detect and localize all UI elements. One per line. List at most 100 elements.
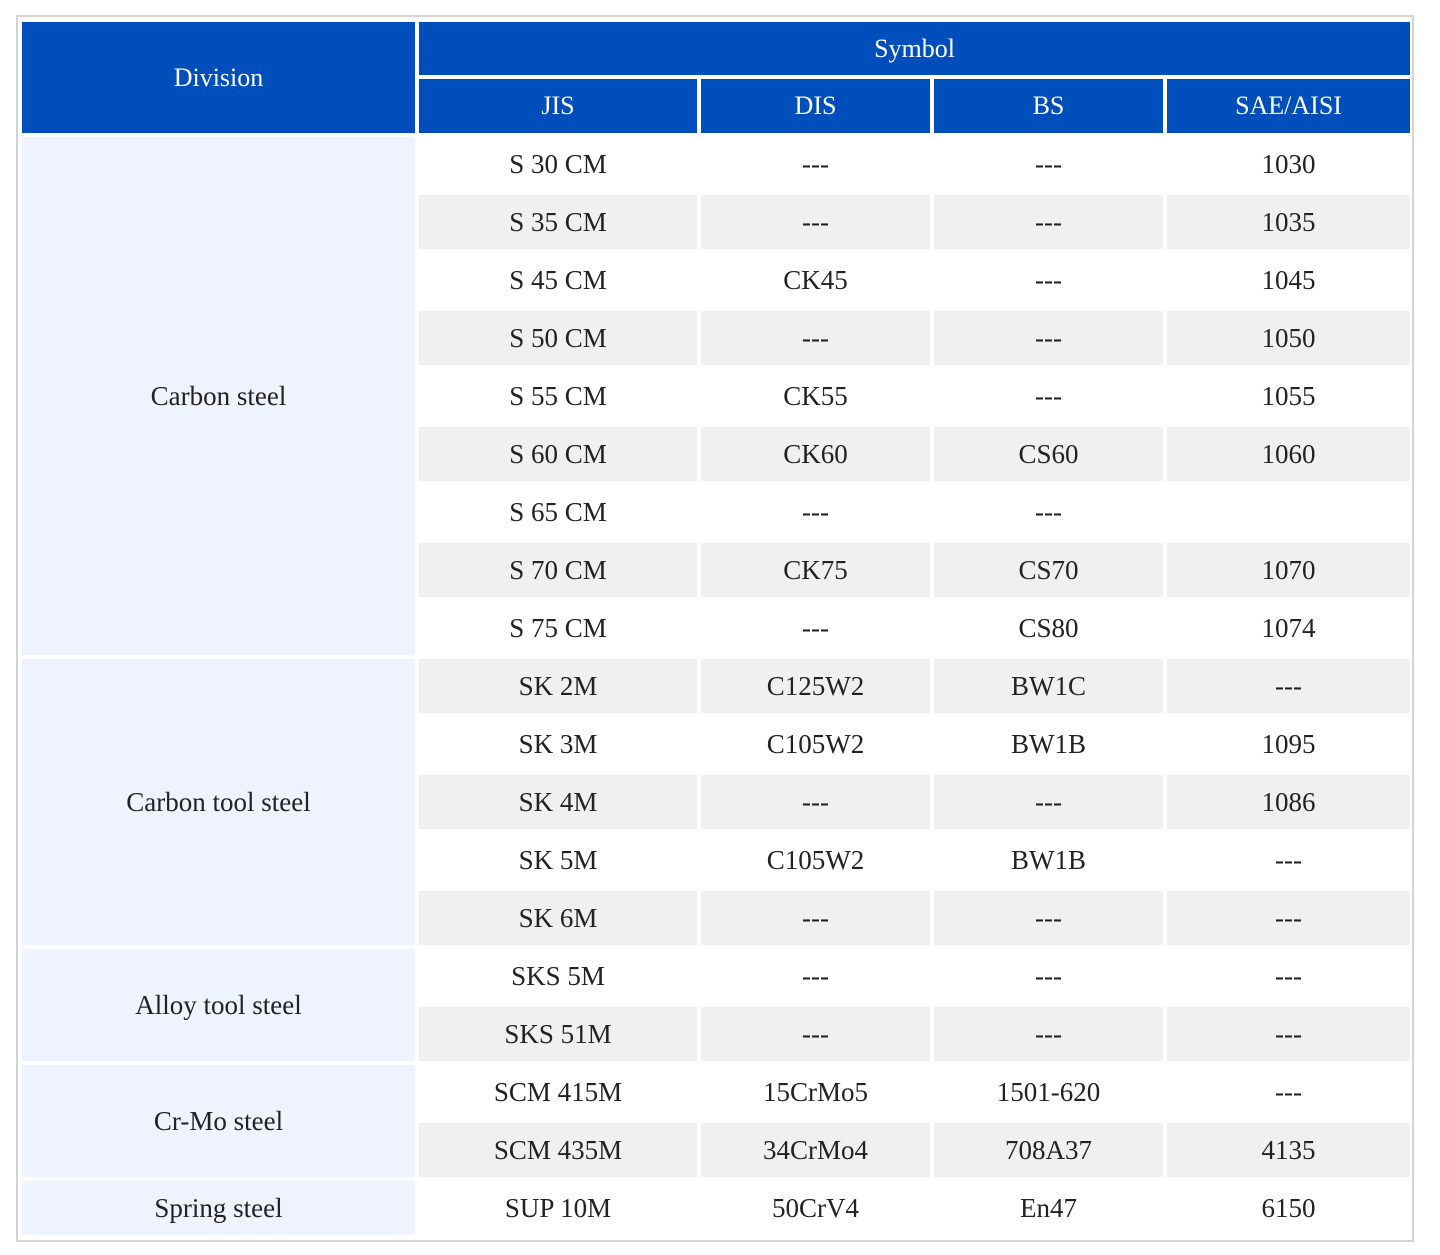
bs-cell: --- <box>934 137 1163 191</box>
division-cell: Carbon steel <box>22 137 415 655</box>
bs-cell: --- <box>934 891 1163 945</box>
dis-cell: 50CrV4 <box>701 1181 930 1235</box>
dis-cell: --- <box>701 601 930 655</box>
table-row: S 35 CM --- --- 1035 <box>22 195 1411 249</box>
sae-aisi-cell <box>1167 485 1411 539</box>
jis-cell: SK 3M <box>419 717 697 771</box>
table-row: Carbon steel S 30 CM --- --- 1030 <box>22 137 1411 655</box>
bs-cell: --- <box>934 949 1163 1003</box>
table-row: Spring steel SUP 10M 50CrV4 En47 6150 <box>22 1181 1411 1235</box>
bs-cell: --- <box>934 311 1163 365</box>
dis-cell: CK45 <box>701 253 930 307</box>
dis-cell: C105W2 <box>701 833 930 887</box>
bs-cell: --- <box>934 775 1163 829</box>
dis-cell: 15CrMo5 <box>701 1065 930 1119</box>
sae-aisi-cell: 1045 <box>1167 253 1411 307</box>
jis-cell: SKS 5M <box>419 949 697 1003</box>
table-row: SK 5M C105W2 BW1B --- <box>22 833 1411 887</box>
table-row: S 55 CM CK55 --- 1055 <box>22 369 1411 423</box>
bs-cell: BW1C <box>934 659 1163 713</box>
dis-cell: --- <box>701 1007 930 1061</box>
sae-aisi-cell: --- <box>1167 1007 1411 1061</box>
jis-cell: SCM 415M <box>419 1065 697 1119</box>
bs-cell: --- <box>934 369 1163 423</box>
bs-cell: BW1B <box>934 717 1163 771</box>
sae-aisi-cell: 6150 <box>1167 1181 1411 1235</box>
sae-aisi-cell: 1060 <box>1167 427 1411 481</box>
jis-cell: SK 2M <box>419 659 697 713</box>
bs-column-header: BS <box>934 79 1163 133</box>
table-row: SK 6M --- --- --- <box>22 891 1411 945</box>
table-row: SCM 435M 34CrMo4 708A37 4135 <box>22 1123 1411 1177</box>
jis-cell: S 55 CM <box>419 369 697 423</box>
sae-aisi-cell: 1074 <box>1167 601 1411 655</box>
dis-cell: --- <box>701 891 930 945</box>
sae-aisi-cell: 1070 <box>1167 543 1411 597</box>
table-row: S 70 CM CK75 CS70 1070 <box>22 543 1411 597</box>
sae-aisi-cell: --- <box>1167 891 1411 945</box>
sae-aisi-cell: --- <box>1167 833 1411 887</box>
table-row: SKS 51M --- --- --- <box>22 1007 1411 1061</box>
bs-cell: --- <box>934 485 1163 539</box>
dis-cell: C125W2 <box>701 659 930 713</box>
sae-aisi-cell: --- <box>1167 949 1411 1003</box>
symbol-header: Symbol <box>419 22 1411 75</box>
jis-cell: SK 5M <box>419 833 697 887</box>
division-header: Division <box>22 22 415 133</box>
table-row: S 65 CM --- --- <box>22 485 1411 539</box>
dis-cell: CK60 <box>701 427 930 481</box>
table-row: Carbon tool steel SK 2M C125W2 BW1C --- <box>22 659 1411 945</box>
table-row: SK 4M --- --- 1086 <box>22 775 1411 829</box>
division-cell: Carbon tool steel <box>22 659 415 945</box>
jis-column-header: JIS <box>419 79 697 133</box>
dis-cell: CK75 <box>701 543 930 597</box>
jis-cell: S 60 CM <box>419 427 697 481</box>
dis-cell: --- <box>701 775 930 829</box>
division-cell: Spring steel <box>22 1181 415 1235</box>
bs-cell: CS60 <box>934 427 1163 481</box>
sae-aisi-cell: 1055 <box>1167 369 1411 423</box>
bs-cell: --- <box>934 253 1163 307</box>
table-row: S 45 CM CK45 --- 1045 <box>22 253 1411 307</box>
table-row: Alloy tool steel SKS 5M --- --- --- <box>22 949 1411 1061</box>
sae-aisi-cell: 4135 <box>1167 1123 1411 1177</box>
jis-cell: S 65 CM <box>419 485 697 539</box>
sae-aisi-cell: 1050 <box>1167 311 1411 365</box>
sae-aisi-cell: 1095 <box>1167 717 1411 771</box>
sae-aisi-cell: 1086 <box>1167 775 1411 829</box>
dis-cell: --- <box>701 137 930 191</box>
bs-cell: --- <box>934 195 1163 249</box>
bs-cell: CS80 <box>934 601 1163 655</box>
table-row: S 60 CM CK60 CS60 1060 <box>22 427 1411 481</box>
dis-cell: C105W2 <box>701 717 930 771</box>
dis-cell: --- <box>701 949 930 1003</box>
dis-column-header: DIS <box>701 79 930 133</box>
jis-cell: S 70 CM <box>419 543 697 597</box>
table-row: S 75 CM --- CS80 1074 <box>22 601 1411 655</box>
sae-aisi-cell: --- <box>1167 1065 1411 1119</box>
dis-cell: --- <box>701 311 930 365</box>
jis-cell: SKS 51M <box>419 1007 697 1061</box>
dis-cell: --- <box>701 195 930 249</box>
division-cell: Alloy tool steel <box>22 949 415 1061</box>
bs-cell: 708A37 <box>934 1123 1163 1177</box>
jis-cell: SUP 10M <box>419 1181 697 1235</box>
sae-aisi-cell: 1030 <box>1167 137 1411 191</box>
division-cell: Cr-Mo steel <box>22 1065 415 1177</box>
table-row: S 50 CM --- --- 1050 <box>22 311 1411 365</box>
table-body: Carbon steel S 30 CM --- --- 1030 S 35 CM --- -… <box>22 137 1411 1235</box>
bs-cell: En47 <box>934 1181 1163 1235</box>
sae-aisi-cell: --- <box>1167 659 1411 713</box>
bs-cell: CS70 <box>934 543 1163 597</box>
jis-cell: S 75 CM <box>419 601 697 655</box>
jis-cell: S 30 CM <box>419 137 697 191</box>
bs-cell: --- <box>934 1007 1163 1061</box>
jis-cell: S 50 CM <box>419 311 697 365</box>
dis-cell: --- <box>701 485 930 539</box>
jis-cell: S 35 CM <box>419 195 697 249</box>
dis-cell: 34CrMo4 <box>701 1123 930 1177</box>
jis-cell: SCM 435M <box>419 1123 697 1177</box>
dis-cell: CK55 <box>701 369 930 423</box>
sae-aisi-cell: 1035 <box>1167 195 1411 249</box>
sae-aisi-column-header: SAE/AISI <box>1167 79 1411 133</box>
